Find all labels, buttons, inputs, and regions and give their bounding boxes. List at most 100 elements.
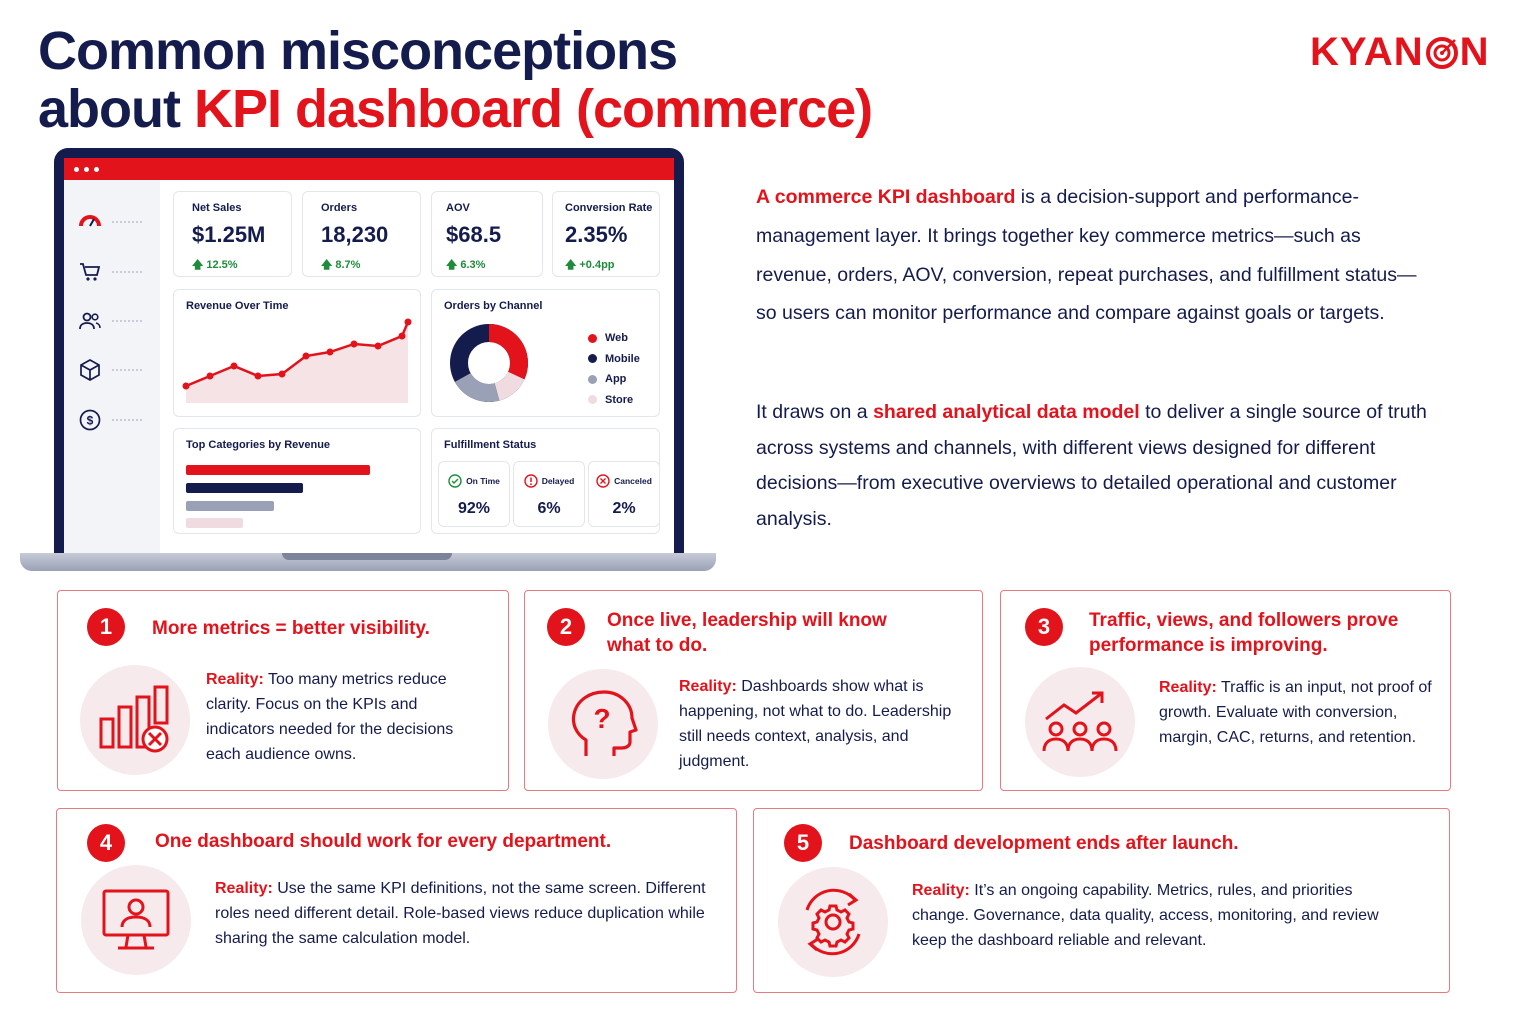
icon-circle — [81, 865, 191, 975]
reality-text: Reality: It’s an ongoing capability. Met… — [912, 882, 1379, 949]
card-title: Revenue Over Time — [186, 300, 289, 312]
kpi-card-net-sales[interactable]: Net Sales $1.25M 🡅 12.5% — [173, 191, 292, 277]
dollar-icon: $ — [79, 409, 101, 431]
card-title: Top Categories by Revenue — [186, 439, 331, 451]
gauge-icon — [79, 215, 101, 227]
logo-text-post: N — [1459, 30, 1490, 74]
kpi-label: Conversion Rate — [565, 202, 653, 214]
gear-refresh-icon — [805, 888, 861, 956]
window-bar — [64, 158, 674, 180]
category-bar — [186, 501, 274, 511]
channel-donut-chart — [450, 324, 528, 402]
title-line-2: about KPI dashboard (commerce) — [38, 79, 873, 139]
sidebar-item-customers[interactable] — [78, 309, 148, 333]
kpi-value: $68.5 — [446, 222, 502, 247]
misconception-number: 2 — [547, 608, 585, 646]
logo-text-pre: KYAN — [1310, 30, 1424, 74]
check-circle-icon — [448, 474, 462, 488]
misconception-title: Traffic, views, and followers prove perf… — [1089, 610, 1399, 656]
sidebar-item-finance[interactable]: $ — [78, 408, 148, 432]
box-icon — [80, 359, 100, 381]
fulfillment-delayed: Delayed 6% — [513, 461, 585, 527]
kpi-delta: 🡅 6.3% — [446, 259, 486, 271]
misconception-title: More metrics = better visibility. — [152, 618, 430, 639]
dashboard-sidebar: $ — [64, 180, 160, 553]
misconception-number: 3 — [1025, 608, 1063, 646]
misconception-card-1: 1 More metrics = better visibility. Real… — [57, 590, 509, 791]
card-title: Orders by Channel — [444, 300, 543, 312]
icon-circle: ? — [548, 669, 658, 779]
cart-icon — [80, 263, 101, 281]
page-title: Common misconceptions about KPI dashboar… — [38, 21, 873, 139]
title-line-1: Common misconceptions — [38, 21, 678, 81]
intro-paragraph-2: It draws on a shared analytical data mod… — [756, 401, 1427, 530]
laptop-mockup: $ Net Sales $1.25M 🡅 12.5% Orders 18,230… — [54, 148, 684, 553]
revenue-over-time-card[interactable]: Revenue Over Time — [173, 289, 421, 417]
intro-highlight-2: shared analytical data model — [873, 401, 1140, 423]
reality-text: Reality: Dashboards show what is happeni… — [679, 678, 952, 770]
reality-text: Reality: Too many metrics reduce clarity… — [206, 671, 454, 763]
kpi-label: AOV — [446, 202, 470, 214]
misconception-number: 1 — [87, 608, 125, 646]
card-title: Fulfillment Status — [444, 439, 537, 451]
intro-highlight: A commerce KPI dashboard — [756, 186, 1016, 208]
laptop-notch — [282, 553, 452, 560]
kpi-delta: 🡅 8.7% — [321, 259, 361, 271]
misconception-card-3: 3 Traffic, views, and followers prove pe… — [1000, 590, 1451, 791]
sidebar-item-products[interactable] — [78, 358, 148, 382]
channel-legend: Web Mobile App Store — [588, 328, 640, 410]
misconception-card-5: 5 Dashboard development ends after launc… — [753, 808, 1450, 993]
dashboard-screen: $ Net Sales $1.25M 🡅 12.5% Orders 18,230… — [64, 158, 674, 553]
legend-app: App — [588, 369, 640, 390]
head-question-icon: ? — [571, 690, 638, 756]
svg-text:$: $ — [87, 414, 94, 428]
reality-text: Reality: Traffic is an input, not proof … — [1159, 679, 1432, 746]
icon-circle — [778, 867, 888, 977]
misconception-title: Dashboard development ends after launch. — [849, 833, 1239, 854]
fulfillment-status-card[interactable]: Fulfillment Status On Time 92% Delayed 6… — [431, 428, 660, 534]
icon-circle — [80, 665, 190, 775]
users-icon — [79, 312, 101, 330]
misconception-card-4: 4 One dashboard should work for every de… — [56, 808, 737, 993]
kpi-value: $1.25M — [192, 222, 266, 247]
misconception-card-2: 2 Once live, leadership will know what t… — [524, 590, 983, 791]
sidebar-item-orders[interactable] — [78, 260, 148, 284]
kpi-card-orders[interactable]: Orders 18,230 🡅 8.7% — [302, 191, 421, 277]
kpi-card-aov[interactable]: AOV $68.5 🡅 6.3% — [431, 191, 543, 277]
sidebar-item-dashboard[interactable] — [78, 210, 148, 234]
title-highlight: KPI dashboard (commerce) — [193, 79, 873, 139]
kyanon-logo: KYAN N — [1310, 30, 1490, 75]
misconception-title: Once live, leadership will know what to … — [607, 610, 887, 656]
kpi-label: Net Sales — [192, 202, 242, 214]
misconception-title: One dashboard should work for every depa… — [155, 831, 612, 852]
kpi-value: 2.35% — [565, 222, 628, 247]
alert-circle-icon — [523, 474, 538, 488]
svg-text:?: ? — [593, 703, 610, 734]
top-categories-card[interactable]: Top Categories by Revenue — [173, 428, 421, 534]
kpi-card-conversion[interactable]: Conversion Rate 2.35% 🡅 +0.4pp — [552, 191, 660, 277]
category-bar — [186, 518, 243, 528]
kpi-delta: 🡅 +0.4pp — [565, 259, 615, 271]
fulfillment-canceled: Canceled 2% — [588, 461, 660, 527]
misconception-number: 5 — [784, 824, 822, 862]
monitor-user-icon — [102, 889, 170, 950]
kpi-delta: 🡅 12.5% — [192, 259, 238, 271]
bar-chart-cross-icon — [99, 685, 169, 753]
fulfillment-on-time: On Time 92% — [438, 461, 510, 527]
icon-circle — [1025, 667, 1135, 777]
category-bar — [186, 483, 303, 493]
misconception-number: 4 — [87, 824, 125, 862]
category-bar — [186, 465, 370, 475]
kpi-value: 18,230 — [321, 222, 389, 247]
revenue-line-chart — [182, 318, 412, 403]
legend-web: Web — [588, 328, 640, 349]
legend-mobile: Mobile — [588, 349, 640, 370]
target-icon — [1425, 36, 1458, 69]
reality-text: Reality: Use the same KPI definitions, n… — [215, 880, 706, 947]
title-prefix: about — [38, 79, 194, 139]
audience-growth-icon — [1042, 691, 1118, 752]
legend-store: Store — [588, 390, 640, 411]
orders-by-channel-card[interactable]: Orders by Channel Web Mobile App Store — [431, 289, 660, 417]
x-circle-icon — [596, 474, 610, 488]
laptop-base — [20, 553, 716, 571]
